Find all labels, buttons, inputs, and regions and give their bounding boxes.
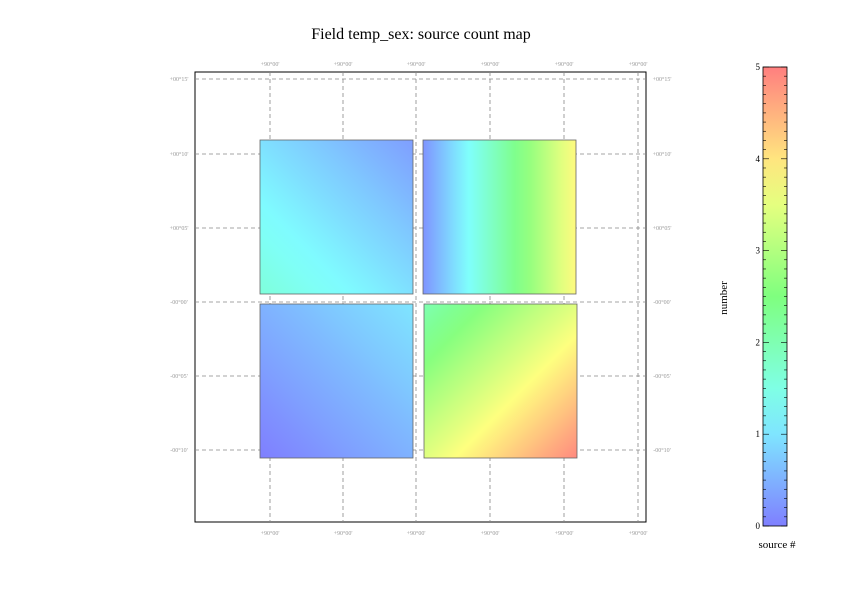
y-tick-left-1: +00°10' xyxy=(170,151,189,158)
tick-labels: +90°00' +90°00' +90°00' +90°00' +90°00' +90°0… xyxy=(170,61,672,537)
x-tick-top-5: +90°00' xyxy=(629,61,648,68)
x-tick-top-1: +90°00' xyxy=(334,61,353,68)
x-tick-bottom-3: +90°00' xyxy=(481,530,500,537)
y-tick-right-4: -00°05' xyxy=(653,373,670,380)
y-tick-left-2: +00°05' xyxy=(170,225,189,232)
y-tick-right-1: +00°10' xyxy=(653,151,672,158)
quadrant-group xyxy=(259,139,578,459)
y-tick-right-5: -00°10' xyxy=(653,447,670,454)
colorbar-xlabel: source # xyxy=(759,539,796,551)
x-tick-top-0: +90°00' xyxy=(261,61,280,68)
cb-tick-label-3: 3 xyxy=(756,246,761,256)
y-tick-right-3: -00°00' xyxy=(653,299,670,306)
x-tick-top-3: +90°00' xyxy=(481,61,500,68)
x-tick-bottom-4: +90°00' xyxy=(555,530,574,537)
y-tick-right-0: +00°15' xyxy=(653,76,672,83)
y-tick-left-4: -00°05' xyxy=(170,373,187,380)
cb-tick-label-5: 5 xyxy=(756,62,761,72)
quadrant-bottom-left xyxy=(259,303,414,459)
colorbar xyxy=(762,66,788,527)
cb-tick-label-2: 2 xyxy=(756,337,761,347)
quadrant-bottom-right xyxy=(423,303,578,459)
plot-frame xyxy=(194,71,647,523)
quadrant-top-left xyxy=(259,139,414,295)
colorbar-label: number xyxy=(718,281,730,315)
cb-tick-label-1: 1 xyxy=(756,429,761,439)
y-tick-left-0: +00°15' xyxy=(170,76,189,83)
cb-tick-label-4: 4 xyxy=(756,154,761,164)
y-tick-left-3: -00°00' xyxy=(170,299,187,306)
x-tick-top-4: +90°00' xyxy=(555,61,574,68)
y-tick-right-2: +00°05' xyxy=(653,225,672,232)
quadrant-top-right xyxy=(422,139,577,295)
x-tick-bottom-5: +90°00' xyxy=(629,530,648,537)
cb-tick-label-0: 0 xyxy=(756,521,761,531)
y-tick-left-5: -00°10' xyxy=(170,447,187,454)
x-tick-bottom-1: +90°00' xyxy=(334,530,353,537)
x-tick-bottom-2: +90°00' xyxy=(407,530,426,537)
colorbar-ticks: 0 1 2 3 4 5 xyxy=(756,62,787,531)
x-tick-bottom-0: +90°00' xyxy=(261,530,280,537)
x-tick-top-2: +90°00' xyxy=(407,61,426,68)
chart-title: Field temp_sex: source count map xyxy=(311,26,531,43)
